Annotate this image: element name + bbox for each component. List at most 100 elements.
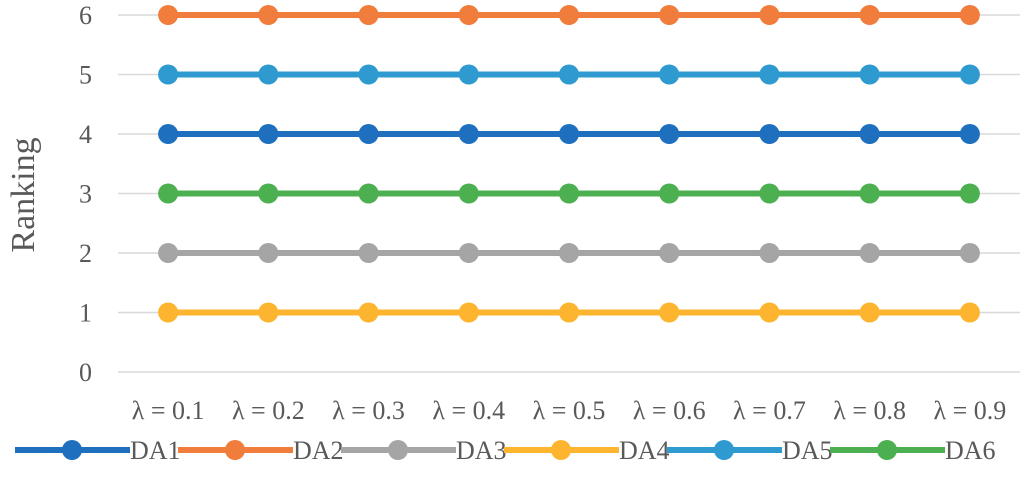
series-da6 bbox=[158, 183, 980, 204]
data-point bbox=[959, 183, 980, 204]
data-point bbox=[358, 64, 379, 85]
data-point bbox=[559, 5, 579, 25]
series-da2 bbox=[158, 5, 980, 25]
series-lines bbox=[158, 5, 980, 323]
y-tick-label: 3 bbox=[79, 180, 92, 209]
data-point bbox=[559, 183, 579, 204]
data-point bbox=[759, 302, 780, 323]
data-point bbox=[659, 64, 680, 85]
legend-marker bbox=[388, 440, 408, 460]
data-point bbox=[559, 302, 579, 323]
legend-label: DA2 bbox=[293, 436, 344, 465]
data-point bbox=[859, 64, 880, 85]
data-point bbox=[559, 124, 579, 144]
x-tick-label: λ = 0.4 bbox=[432, 396, 505, 425]
data-point bbox=[759, 5, 780, 25]
y-tick-label: 2 bbox=[79, 239, 92, 268]
x-axis-ticks: λ = 0.1 λ = 0.2 λ = 0.3 λ = 0.4 λ = 0.5 λ = 0… bbox=[132, 396, 1007, 425]
legend-item-da6: DA6 bbox=[830, 436, 996, 465]
x-tick-label: λ = 0.1 bbox=[132, 396, 205, 425]
x-tick-label: λ = 0.7 bbox=[733, 396, 806, 425]
x-tick-label: λ = 0.2 bbox=[232, 396, 305, 425]
data-point bbox=[258, 124, 279, 144]
data-point bbox=[959, 124, 980, 144]
data-point bbox=[559, 243, 579, 263]
data-point bbox=[358, 302, 379, 323]
data-point bbox=[859, 302, 880, 323]
data-point bbox=[458, 243, 479, 263]
data-point bbox=[659, 183, 680, 204]
data-point bbox=[959, 64, 980, 85]
data-point bbox=[759, 64, 780, 85]
data-point bbox=[458, 302, 479, 323]
data-point bbox=[959, 302, 980, 323]
y-tick-label: 6 bbox=[79, 1, 92, 30]
legend-marker bbox=[714, 440, 734, 460]
data-point bbox=[959, 5, 980, 25]
legend-label: DA4 bbox=[619, 436, 670, 465]
series-da3 bbox=[158, 243, 980, 263]
x-tick-label: λ = 0.9 bbox=[933, 396, 1006, 425]
data-point bbox=[158, 124, 179, 144]
legend-item-da1: DA1 bbox=[15, 436, 181, 465]
legend-marker bbox=[877, 440, 897, 460]
data-point bbox=[258, 5, 279, 25]
data-point bbox=[358, 124, 379, 144]
legend-label: DA5 bbox=[782, 436, 833, 465]
y-tick-label: 4 bbox=[79, 120, 92, 149]
legend-marker bbox=[62, 440, 82, 460]
data-point bbox=[258, 302, 279, 323]
y-tick-label: 5 bbox=[79, 61, 92, 90]
legend-item-da2: DA2 bbox=[178, 436, 344, 465]
data-point bbox=[458, 64, 479, 85]
data-point bbox=[659, 302, 680, 323]
data-point bbox=[859, 5, 880, 25]
legend-label: DA3 bbox=[456, 436, 507, 465]
data-point bbox=[358, 243, 379, 263]
data-point bbox=[358, 183, 379, 204]
data-point bbox=[859, 124, 880, 144]
data-point bbox=[859, 243, 880, 263]
legend-label: DA6 bbox=[945, 436, 996, 465]
series-da4 bbox=[158, 302, 980, 323]
data-point bbox=[258, 64, 279, 85]
data-point bbox=[258, 183, 279, 204]
data-point bbox=[158, 243, 179, 263]
legend-item-da4: DA4 bbox=[504, 436, 670, 465]
data-point bbox=[759, 243, 780, 263]
x-tick-label: λ = 0.6 bbox=[633, 396, 706, 425]
legend-item-da3: DA3 bbox=[341, 436, 507, 465]
y-axis-title: Ranking bbox=[5, 137, 42, 252]
x-tick-label: λ = 0.8 bbox=[833, 396, 906, 425]
data-point bbox=[759, 124, 780, 144]
data-point bbox=[659, 243, 680, 263]
legend-label: DA1 bbox=[130, 436, 181, 465]
data-point bbox=[158, 302, 179, 323]
legend: DA1 DA2 DA3 DA4 DA5 DA6 bbox=[15, 436, 996, 465]
data-point bbox=[659, 5, 680, 25]
y-axis-ticks: 0 1 2 3 4 5 6 bbox=[79, 1, 92, 387]
data-point bbox=[258, 243, 279, 263]
legend-marker bbox=[551, 440, 571, 460]
series-da5 bbox=[158, 64, 980, 85]
data-point bbox=[158, 5, 179, 25]
legend-marker bbox=[225, 440, 245, 460]
data-point bbox=[158, 64, 179, 85]
data-point bbox=[458, 183, 479, 204]
data-point bbox=[659, 124, 680, 144]
y-tick-label: 1 bbox=[79, 299, 92, 328]
data-point bbox=[859, 183, 880, 204]
data-point bbox=[458, 5, 479, 25]
legend-item-da5: DA5 bbox=[667, 436, 833, 465]
data-point bbox=[759, 183, 780, 204]
series-da1 bbox=[158, 124, 980, 144]
data-point bbox=[358, 5, 379, 25]
x-tick-label: λ = 0.3 bbox=[332, 396, 405, 425]
y-tick-label: 0 bbox=[79, 358, 92, 387]
data-point bbox=[158, 183, 179, 204]
data-point bbox=[458, 124, 479, 144]
x-tick-label: λ = 0.5 bbox=[533, 396, 606, 425]
data-point bbox=[559, 64, 579, 85]
data-point bbox=[959, 243, 980, 263]
